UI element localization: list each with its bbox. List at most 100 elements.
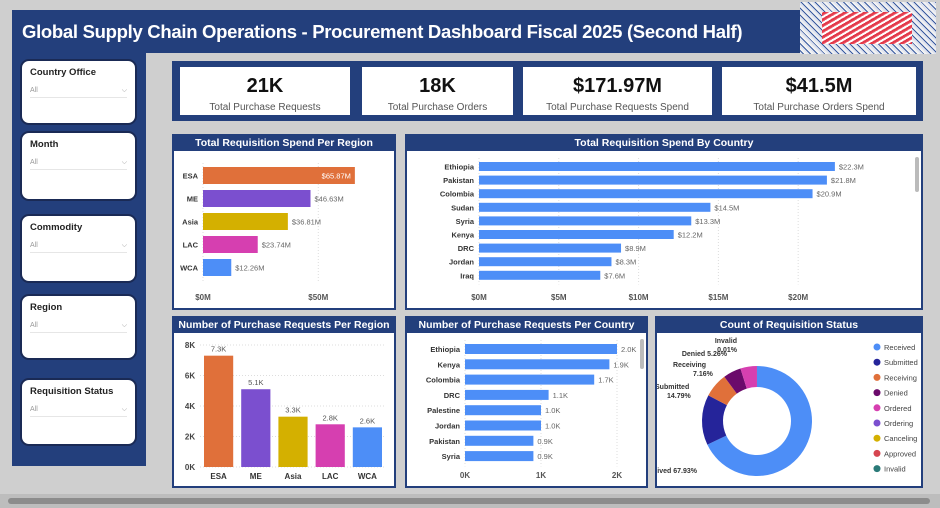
bar: [203, 167, 355, 184]
kpi-total-requests-spend: $171.97M Total Purchase Requests Spend: [523, 67, 712, 115]
kpi-value: $41.5M: [785, 75, 853, 97]
data-label: 1.0K: [545, 422, 560, 431]
data-label: 2.0K: [621, 345, 636, 354]
logo: [800, 2, 936, 54]
vertical-scrollbar[interactable]: [640, 339, 644, 369]
data-label: $65.87M: [322, 172, 351, 181]
dropdown-value: All: [30, 322, 38, 329]
slice-label: Receiving 7.16%: [673, 362, 714, 378]
legend-marker: [873, 449, 881, 457]
kpi-value: 18K: [419, 75, 456, 97]
legend-item: Ordered: [884, 404, 912, 413]
filter-label: Country Office: [30, 67, 96, 78]
data-label: 2.6K: [360, 416, 375, 425]
filter-month: Month All ⌵: [20, 131, 137, 201]
category-label: Pakistan: [443, 176, 474, 185]
kpi-label: Total Purchase Orders Spend: [753, 102, 885, 113]
data-label: 1.9K: [613, 360, 628, 369]
category-label: Colombia: [440, 190, 475, 199]
data-label: 5.1K: [248, 378, 263, 387]
bar: [465, 420, 541, 431]
bar: [479, 270, 601, 280]
bar: [479, 216, 692, 226]
chart-title: Number of Purchase Requests Per Country: [407, 318, 646, 333]
bar: [479, 175, 827, 185]
month-dropdown[interactable]: All ⌵: [30, 156, 127, 170]
bar: [465, 405, 541, 416]
legend-marker: [873, 389, 881, 397]
x-tick-label: $50M: [308, 293, 328, 302]
legend-marker: [873, 358, 881, 366]
chart-title: Count of Requisition Status: [657, 318, 921, 333]
category-label: Ethiopia: [430, 345, 460, 354]
bar: [203, 190, 311, 207]
legend-marker: [873, 373, 881, 381]
spend-by-country-chart: Total Requisition Spend By Country $0M $5M…: [405, 134, 923, 310]
chevron-down-icon: ⌵: [121, 405, 127, 413]
chart-title: Total Requisition Spend By Country: [407, 136, 921, 151]
category-label: DRC: [444, 391, 461, 400]
legend-item: Receiving: [884, 373, 917, 382]
legend-item: Ordering: [884, 419, 913, 428]
x-tick-label: $5M: [551, 293, 567, 302]
legend-item: Received: [884, 343, 915, 352]
y-tick-label: 2K: [185, 433, 195, 442]
category-label: Colombia: [426, 376, 461, 385]
data-label: 2.8K: [322, 413, 337, 422]
filter-sidebar: Country Office All ⌵ Month All ⌵ Commodity Al…: [12, 53, 146, 466]
horizontal-scrollbar[interactable]: [8, 498, 930, 504]
data-label: $12.2M: [678, 231, 703, 240]
category-label: DRC: [458, 244, 475, 253]
category-label: ME: [187, 195, 198, 204]
bar: [465, 359, 610, 370]
category-label: ESA: [210, 472, 227, 481]
category-label: LAC: [322, 472, 339, 481]
filter-country-office: Country Office All ⌵: [20, 59, 137, 125]
data-label: $21.8M: [831, 176, 856, 185]
category-label: ME: [250, 472, 263, 481]
kpi-strip: 21K Total Purchase Requests 18K Total Purc…: [172, 61, 923, 121]
vertical-scrollbar[interactable]: [915, 157, 919, 192]
kpi-label: Total Purchase Requests: [209, 102, 321, 113]
region-dropdown[interactable]: All ⌵: [30, 319, 127, 333]
country-office-dropdown[interactable]: All ⌵: [30, 84, 127, 98]
data-label: $46.63M: [315, 195, 344, 204]
kpi-total-purchase-requests: 21K Total Purchase Requests: [180, 67, 350, 115]
bar: [203, 259, 232, 276]
kpi-label: Total Purchase Requests Spend: [546, 102, 689, 113]
chart-canvas: 0K 2K 4K 6K 8K 7.3K ESA 5.1K ME 3.3K Asia 2.8K LAC 2.…: [185, 341, 386, 481]
chart-canvas: $0M $5M $10M $15M $20M Ethiopia $22.3M Pakistan…: [440, 157, 919, 302]
y-tick-label: 0K: [185, 463, 195, 472]
category-label: WCA: [358, 472, 377, 481]
commodity-dropdown[interactable]: All ⌵: [30, 239, 127, 253]
bar: [465, 374, 595, 385]
dropdown-value: All: [30, 242, 38, 249]
spend-per-region-chart: Total Requisition Spend Per Region $0M $50…: [172, 134, 396, 310]
data-label: 1.0K: [545, 406, 560, 415]
x-tick-label: $0M: [195, 293, 211, 302]
data-label: 0.9K: [537, 437, 552, 446]
x-tick-label: 2K: [612, 471, 622, 480]
chevron-down-icon: ⌵: [121, 321, 127, 329]
category-label: LAC: [183, 241, 199, 250]
legend-item: Approved: [884, 449, 916, 458]
category-label: Pakistan: [429, 437, 460, 446]
category-label: Jordan: [449, 258, 474, 267]
requisition-status-dropdown[interactable]: All ⌵: [30, 403, 127, 417]
data-label: $14.5M: [714, 203, 739, 212]
data-label: $7.6M: [604, 271, 625, 280]
chevron-down-icon: ⌵: [121, 241, 127, 249]
bar: [465, 451, 534, 462]
donut-slice-denied: [724, 368, 747, 394]
legend-item: Canceling: [884, 434, 917, 443]
data-label: 1.1K: [553, 391, 568, 400]
chevron-down-icon: ⌵: [121, 86, 127, 94]
legend-marker: [873, 465, 881, 473]
legend-marker: [873, 434, 881, 442]
bar: [479, 230, 674, 239]
data-label: 3.3K: [285, 406, 300, 415]
data-label: $23.74M: [262, 241, 291, 250]
x-tick-label: 1K: [536, 471, 546, 480]
category-label: Kenya: [451, 231, 474, 240]
